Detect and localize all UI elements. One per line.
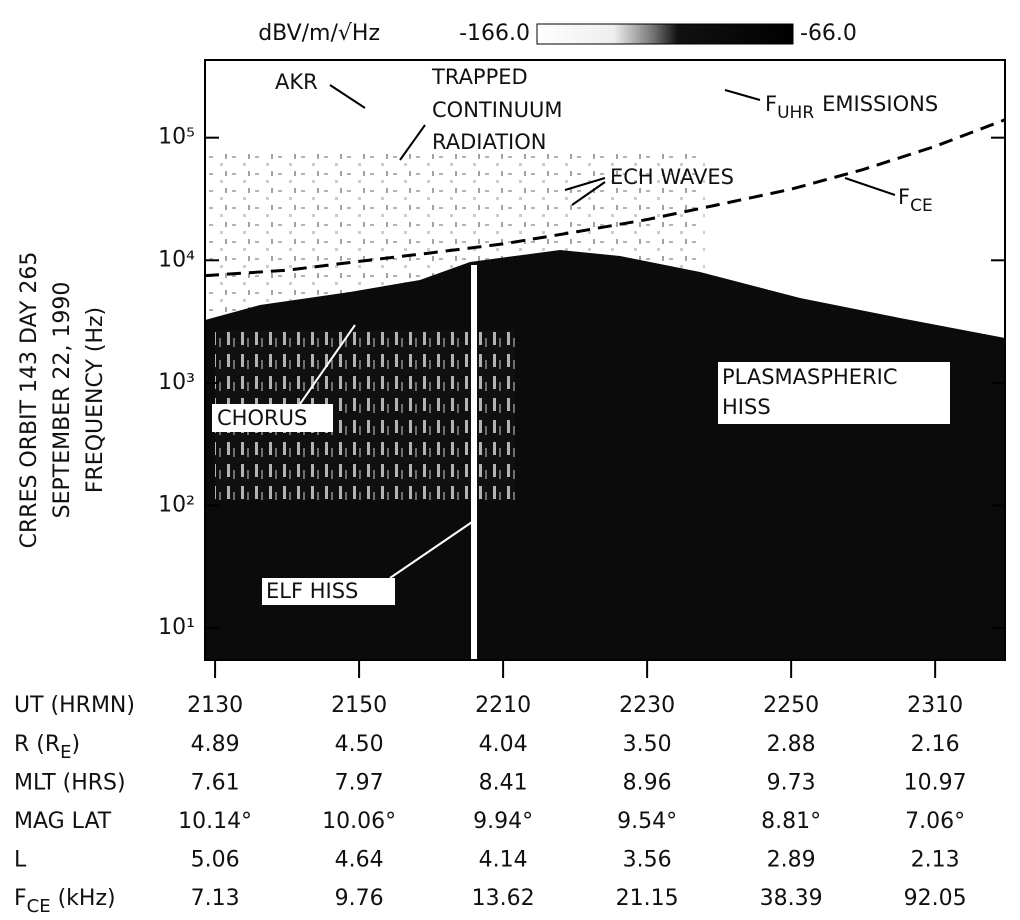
row-label: L — [14, 848, 27, 873]
colorbar-min: -166.0 — [459, 21, 530, 46]
table-cell: 10.14° — [178, 809, 252, 834]
table-cell: 8.81° — [761, 809, 821, 834]
annotation: TRAPPED — [431, 65, 528, 89]
table-cell: 2.16 — [911, 732, 960, 757]
x-tick-label: 2210 — [475, 693, 531, 718]
annotation: CHORUS — [217, 406, 307, 430]
y-tick-label: 10² — [158, 493, 195, 518]
fce-line — [204, 118, 1006, 278]
table-cell: 2.13 — [911, 848, 960, 873]
y-tick-label: 10⁴ — [158, 247, 195, 272]
table-cell: 4.89 — [191, 732, 240, 757]
table-cell: 4.14 — [479, 848, 528, 873]
table-cell: 38.39 — [760, 886, 823, 911]
colorbar-max: -66.0 — [800, 21, 857, 46]
table-cell: 4.04 — [479, 732, 528, 757]
annotation: HISS — [722, 395, 771, 419]
table-cell: 3.50 — [623, 732, 672, 757]
table-cell: 3.56 — [623, 848, 672, 873]
table: R (RE) 4.89 4.50 4.04 3.50 2.88 2.16 MLT (HRS) 7… — [14, 732, 967, 917]
row-label: MLT (HRS) — [14, 771, 126, 796]
annotations: AKR TRAPPED CONTINUUM RADIATION FUHR EMIS… — [212, 65, 950, 605]
row-label: R (RE) — [14, 732, 80, 763]
annotation: ECH WAVES — [610, 165, 734, 189]
table-cell: 10.97 — [904, 771, 967, 796]
annotation: CONTINUUM — [432, 98, 563, 122]
table-cell: 2.89 — [767, 848, 816, 873]
table-cell: 4.64 — [335, 848, 384, 873]
table-cell: 9.76 — [335, 886, 384, 911]
table-cell: 10.06° — [322, 809, 396, 834]
table-cell: 4.50 — [335, 732, 384, 757]
colorbar — [536, 23, 794, 45]
y-tick-label: 10¹ — [158, 615, 195, 640]
y-tick-label: 10⁵ — [158, 125, 195, 150]
x-tick-label: 2130 — [187, 693, 243, 718]
table-header: UT (HRMN) — [14, 693, 135, 718]
y-tick-label: 10³ — [158, 370, 195, 395]
annotation: FUHR EMISSIONS — [765, 92, 938, 123]
annotation: PLASMASPHERIC — [722, 365, 898, 389]
table-cell: 92.05 — [904, 886, 967, 911]
table-cell: 8.41 — [479, 771, 528, 796]
annotation: ELF HISS — [266, 579, 358, 603]
table-cell: 5.06 — [191, 848, 240, 873]
annotation: AKR — [275, 70, 318, 94]
table-cell: 8.96 — [623, 771, 672, 796]
x-tick-label: 2250 — [763, 693, 819, 718]
x-tick-label: 2310 — [907, 693, 963, 718]
table-cell: 2.88 — [767, 732, 816, 757]
table-cell: 9.73 — [767, 771, 816, 796]
y-label: SEPTEMBER 22, 1990 — [50, 282, 75, 519]
annotation: FCE — [898, 185, 933, 216]
table-cell: 7.97 — [335, 771, 384, 796]
table-cell: 9.94° — [473, 809, 533, 834]
table-cell: 21.15 — [616, 886, 679, 911]
table-cell: 7.06° — [905, 809, 965, 834]
y-label: FREQUENCY (Hz) — [83, 307, 108, 493]
plot-frame — [204, 59, 1006, 661]
x-tick-label: 2230 — [619, 693, 675, 718]
row-label: FCE (kHz) — [14, 886, 116, 917]
y-label: CRRES ORBIT 143 DAY 265 — [17, 252, 42, 549]
table-cell: 9.54° — [617, 809, 677, 834]
x-tick-label: 2150 — [331, 693, 387, 718]
table-cell: 7.61 — [191, 771, 240, 796]
annotation: RADIATION — [432, 130, 546, 154]
table-cell: 13.62 — [472, 886, 535, 911]
table-cell: 7.13 — [191, 886, 240, 911]
colorbar-unit: dBV/m/√Hz — [258, 21, 380, 46]
row-label: MAG LAT — [14, 809, 112, 834]
